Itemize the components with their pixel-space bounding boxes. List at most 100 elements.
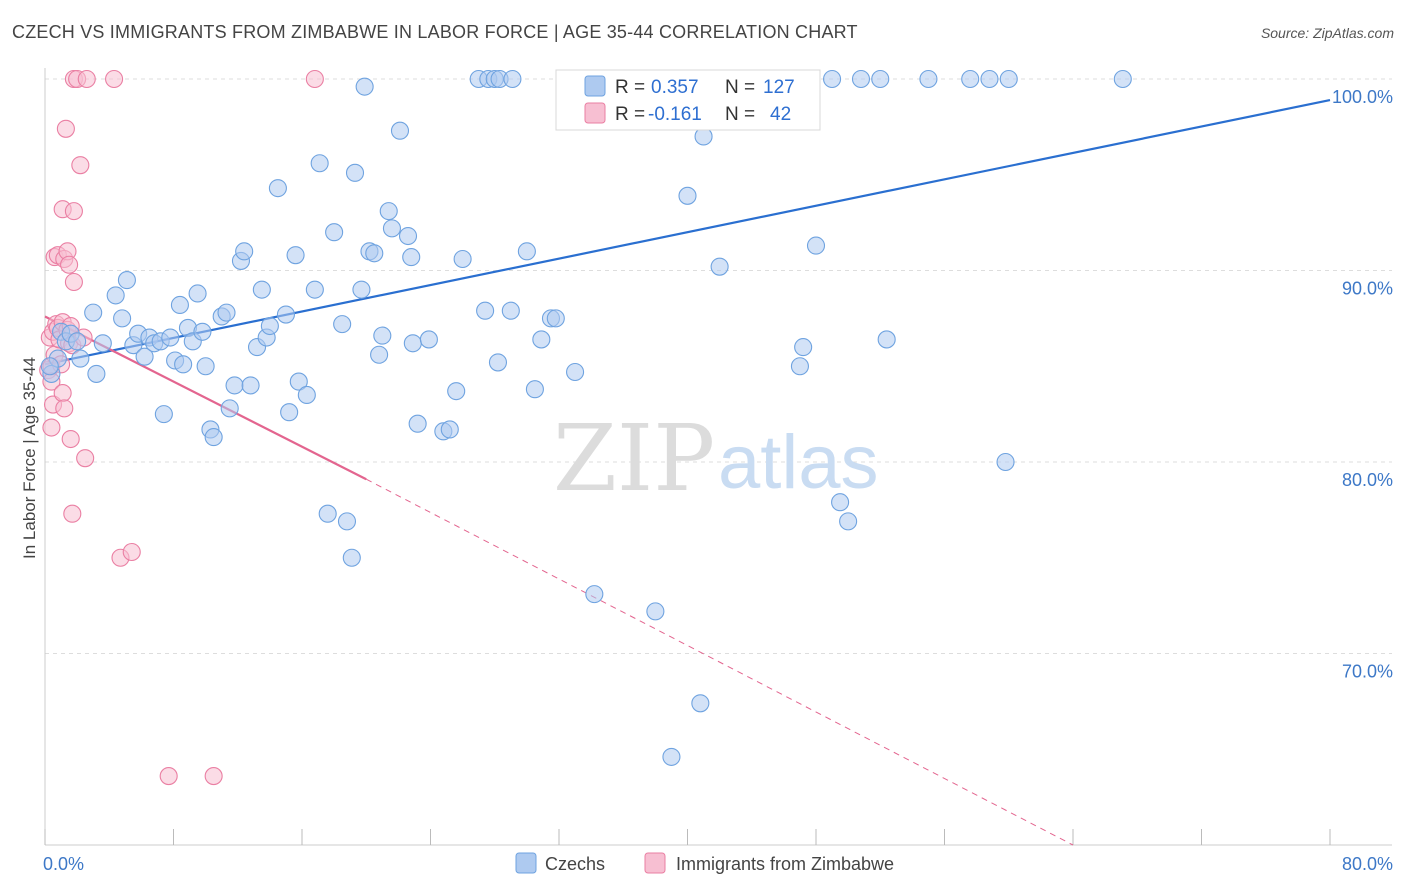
legend-swatch-czechs (515, 852, 537, 874)
data-point-czechs (71, 349, 90, 368)
data-point-czechs (305, 280, 324, 299)
data-point-czechs (93, 334, 112, 353)
data-point-czechs (318, 504, 337, 523)
data-point-czechs (980, 69, 999, 89)
data-point-czechs (241, 376, 260, 395)
data-point-zimbabwe (159, 767, 178, 786)
stats-n-label-zimbabwe: N = (725, 104, 755, 125)
watermark: ZIP atlas (553, 405, 879, 512)
x-tick-label-max: 80.0% (1342, 854, 1393, 874)
data-point-zimbabwe (122, 542, 141, 562)
legend-label-czechs: Czechs (545, 854, 605, 874)
data-point-czechs (355, 77, 374, 96)
stats-swatch-zimbabwe (584, 102, 606, 124)
data-point-czechs (839, 512, 858, 531)
data-point-czechs (790, 357, 809, 376)
data-point-czechs (447, 382, 466, 401)
data-point-czechs (794, 338, 813, 357)
x-tick-label-min: 0.0% (43, 854, 84, 874)
data-point-czechs (370, 345, 389, 364)
data-point-czechs (268, 179, 287, 198)
data-point-czechs (345, 163, 365, 182)
bottom-legend: Czechs Immigrants from Zimbabwe (515, 852, 894, 874)
points-czechs (40, 69, 1132, 766)
data-point-czechs (440, 420, 459, 439)
data-point-czechs (196, 357, 215, 376)
y-axis-label: In Labor Force | Age 35-44 (20, 357, 39, 559)
data-point-czechs (546, 309, 565, 328)
data-point-czechs (84, 303, 103, 322)
data-point-czechs (877, 330, 896, 349)
data-point-czechs (286, 246, 305, 265)
data-point-czechs (154, 405, 173, 424)
data-point-czechs (337, 512, 357, 531)
data-point-zimbabwe (64, 202, 83, 221)
data-point-czechs (325, 223, 344, 242)
data-point-czechs (235, 242, 254, 261)
data-point-zimbabwe (42, 418, 61, 437)
data-point-czechs (280, 403, 299, 422)
data-point-czechs (566, 362, 585, 382)
watermark-atlas: atlas (718, 420, 879, 505)
data-point-czechs (532, 330, 551, 349)
data-point-czechs (831, 493, 850, 512)
gridlines: 70.0% 80.0% 90.0% 100.0% (45, 78, 1393, 682)
data-point-zimbabwe (305, 69, 324, 89)
data-point-zimbabwe (64, 272, 83, 292)
data-point-czechs (297, 385, 316, 405)
data-point-czechs (501, 301, 520, 320)
trend-line-zimbabwe-extrapolated (366, 478, 1074, 846)
data-point-czechs (1113, 69, 1132, 89)
data-point-czechs (373, 326, 392, 345)
points-zimbabwe (39, 69, 324, 786)
data-point-zimbabwe (204, 767, 223, 786)
data-point-czechs (310, 154, 329, 173)
data-point-zimbabwe (105, 69, 124, 89)
y-axis-title: In Labor Force | Age 35-44 (20, 357, 39, 559)
data-point-czechs (379, 202, 398, 221)
data-point-czechs (403, 334, 422, 353)
data-point-czechs (135, 347, 154, 366)
stats-n-value-czechs: 127 (763, 77, 795, 98)
data-point-czechs (517, 242, 536, 261)
data-point-czechs (488, 353, 508, 372)
y-tick-label-90: 90.0% (1342, 279, 1393, 299)
data-point-czechs (87, 364, 106, 383)
data-point-czechs (398, 226, 418, 246)
data-point-zimbabwe (71, 156, 90, 175)
watermark-zip: ZIP (553, 405, 715, 512)
data-point-czechs (289, 372, 308, 391)
trend-line-czechs (44, 98, 1331, 366)
data-point-czechs (68, 332, 87, 351)
data-point-czechs (999, 69, 1018, 89)
data-point-czechs (117, 271, 136, 290)
y-tick-label-100: 100.0% (1332, 87, 1393, 107)
data-point-czechs (453, 249, 472, 269)
data-point-czechs (382, 219, 402, 238)
data-point-czechs (871, 69, 890, 89)
y-tick-label-80: 80.0% (1342, 470, 1393, 490)
axes: 0.0% 80.0% (43, 68, 1393, 874)
data-point-czechs (204, 428, 223, 447)
data-point-czechs (252, 280, 271, 299)
data-point-czechs (106, 286, 125, 305)
stats-r-label-czechs: R = (615, 77, 645, 98)
data-point-zimbabwe (77, 69, 96, 89)
data-point-czechs (276, 305, 295, 324)
data-point-czechs (217, 303, 236, 322)
data-point-zimbabwe (76, 449, 95, 468)
data-point-zimbabwe (60, 255, 79, 274)
data-point-czechs (503, 69, 522, 89)
data-point-czechs (419, 330, 438, 349)
data-point-czechs (710, 257, 729, 276)
data-point-czechs (919, 69, 938, 89)
data-point-czechs (961, 69, 980, 89)
data-point-czechs (352, 280, 371, 299)
data-point-czechs (390, 121, 410, 140)
data-point-czechs (851, 69, 871, 89)
chart-title: CZECH VS IMMIGRANTS FROM ZIMBABWE IN LAB… (12, 22, 858, 42)
data-point-czechs (188, 284, 207, 303)
data-point-czechs (333, 315, 352, 334)
stats-r-label-zimbabwe: R = (615, 104, 645, 125)
data-point-czechs (476, 301, 495, 320)
